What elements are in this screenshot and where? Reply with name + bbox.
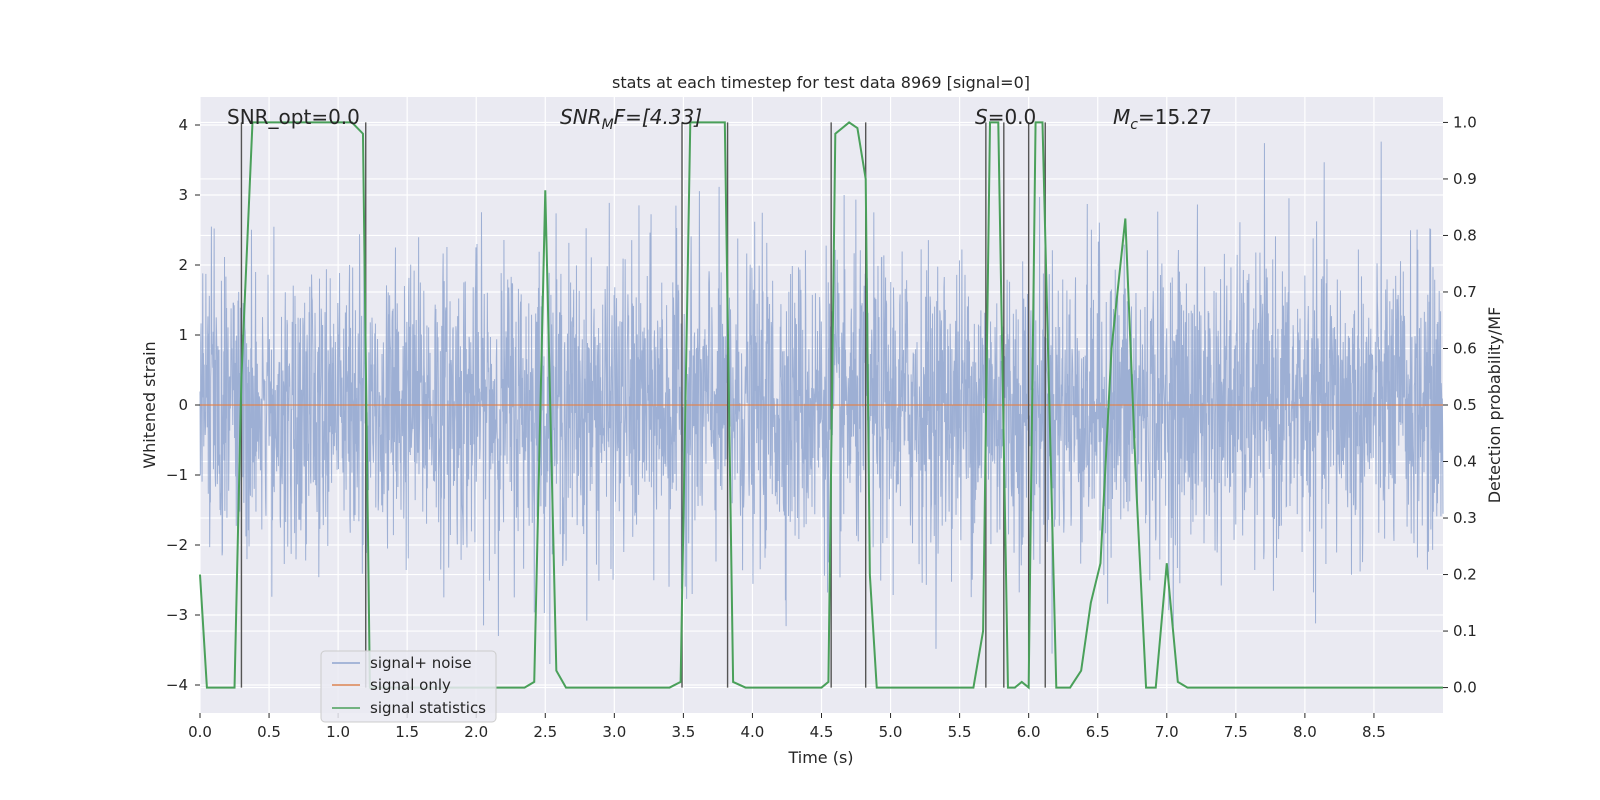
chart-title: stats at each timestep for test data 896…: [612, 73, 1030, 92]
yr-tick-label-6: 0.4: [1453, 453, 1477, 471]
x-tick-label-13: 6.5: [1086, 723, 1110, 741]
x-tick-label-9: 4.5: [810, 723, 834, 741]
yl-tick-label-6: −2: [166, 536, 188, 554]
annotation-snr-mf-base: SNR: [560, 105, 602, 129]
yl-tick-label-7: −3: [166, 606, 188, 624]
x-tick-label-11: 5.5: [948, 723, 972, 741]
annotation-mc-sub: c: [1130, 117, 1138, 133]
yr-tick-label-1: 0.9: [1453, 170, 1477, 188]
y-right-axis-label: Detection probability/MF: [1485, 307, 1504, 504]
annotation-snr-mf-tail: F=[4.33]: [614, 105, 702, 129]
yr-tick-label-0: 1.0: [1453, 113, 1477, 131]
legend-label-signal-only: signal only: [370, 676, 451, 694]
x-axis-ticks: 0.0 0.5 1.0 1.5 2.0 2.5 3.0 3.5 4.0 4.5 5.0 5.5 6.0 6…: [188, 713, 1386, 741]
x-tick-label-16: 8.0: [1293, 723, 1317, 741]
yl-tick-label-8: −4: [166, 676, 188, 694]
x-tick-label-0: 0.0: [188, 723, 212, 741]
x-tick-label-2: 1.0: [326, 723, 350, 741]
x-tick-label-5: 2.5: [533, 723, 557, 741]
annotation-snr-opt: SNR_opt=0.0: [227, 105, 360, 129]
legend-label-signal-noise: signal+ noise: [370, 654, 472, 672]
x-tick-label-8: 4.0: [741, 723, 765, 741]
annotation-mc-tail: =15.27: [1138, 105, 1212, 129]
x-tick-label-17: 8.5: [1362, 723, 1386, 741]
annotation-mc: Mc=15.27: [1113, 105, 1212, 133]
x-tick-label-15: 7.5: [1224, 723, 1248, 741]
yr-tick-label-4: 0.6: [1453, 339, 1477, 357]
yl-tick-label-5: −1: [166, 466, 188, 484]
yl-tick-label-4: 0: [178, 396, 188, 414]
signal-noise-line: [199, 141, 1444, 665]
yr-tick-label-2: 0.8: [1453, 226, 1477, 244]
x-axis-label: Time (s): [787, 748, 853, 767]
annotation-s-tail: =0.0: [988, 105, 1037, 129]
annotation-mc-base: M: [1113, 105, 1130, 129]
x-tick-label-1: 0.5: [257, 723, 281, 741]
x-tick-label-4: 2.0: [464, 723, 488, 741]
yl-tick-label-0: 4: [178, 116, 188, 134]
yl-tick-label-2: 2: [178, 256, 188, 274]
x-tick-label-10: 5.0: [879, 723, 903, 741]
legend-label-signal-statistics: signal statistics: [370, 699, 486, 717]
yr-tick-label-8: 0.2: [1453, 566, 1477, 584]
signal-noise-series: [199, 141, 1444, 665]
yr-tick-label-9: 0.1: [1453, 622, 1477, 640]
annotation-snr-mf-sub: M: [602, 117, 614, 133]
annotation-snr-mf: SNRMF=[4.33]: [560, 105, 702, 133]
yr-tick-label-10: 0.0: [1453, 679, 1477, 697]
x-tick-label-14: 7.0: [1155, 723, 1179, 741]
yr-tick-label-5: 0.5: [1453, 396, 1477, 414]
x-tick-label-7: 3.5: [671, 723, 695, 741]
y-right-axis-ticks: 1.0 0.9 0.8 0.7 0.6 0.5 0.4 0.3 0.2 0.1 0.0: [1443, 113, 1477, 697]
yr-tick-label-7: 0.3: [1453, 509, 1477, 527]
legend-box: [320, 650, 497, 723]
annotation-s-base: S: [975, 105, 988, 129]
x-tick-label-12: 6.0: [1017, 723, 1041, 741]
yl-tick-label-1: 3: [178, 186, 188, 204]
x-tick-label-3: 1.5: [395, 723, 419, 741]
yr-tick-label-3: 0.7: [1453, 283, 1477, 301]
x-tick-label-6: 3.0: [602, 723, 626, 741]
legend: signal+ noise signal only signal statist…: [320, 650, 497, 723]
annotation-s: S=0.0: [975, 105, 1036, 129]
y-left-axis-label: Whitened strain: [140, 341, 159, 468]
y-left-axis-ticks: 4 3 2 1 0 −1 −2 −3 −4: [166, 116, 200, 694]
yl-tick-label-3: 1: [178, 326, 188, 344]
